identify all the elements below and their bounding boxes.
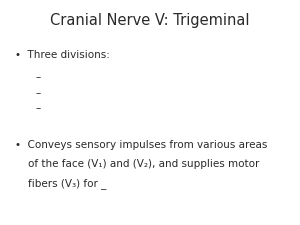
Text: –: – — [36, 104, 41, 113]
Text: Cranial Nerve V: Trigeminal: Cranial Nerve V: Trigeminal — [50, 14, 250, 29]
Text: –: – — [36, 88, 41, 98]
Text: of the face (V₁) and (V₂), and supplies motor: of the face (V₁) and (V₂), and supplies … — [15, 159, 260, 169]
Text: –: – — [36, 72, 41, 82]
Text: •  Conveys sensory impulses from various areas: • Conveys sensory impulses from various … — [15, 140, 267, 149]
Text: •  Three divisions:: • Three divisions: — [15, 50, 110, 59]
Text: fibers (V₃) for _: fibers (V₃) for _ — [15, 178, 106, 189]
